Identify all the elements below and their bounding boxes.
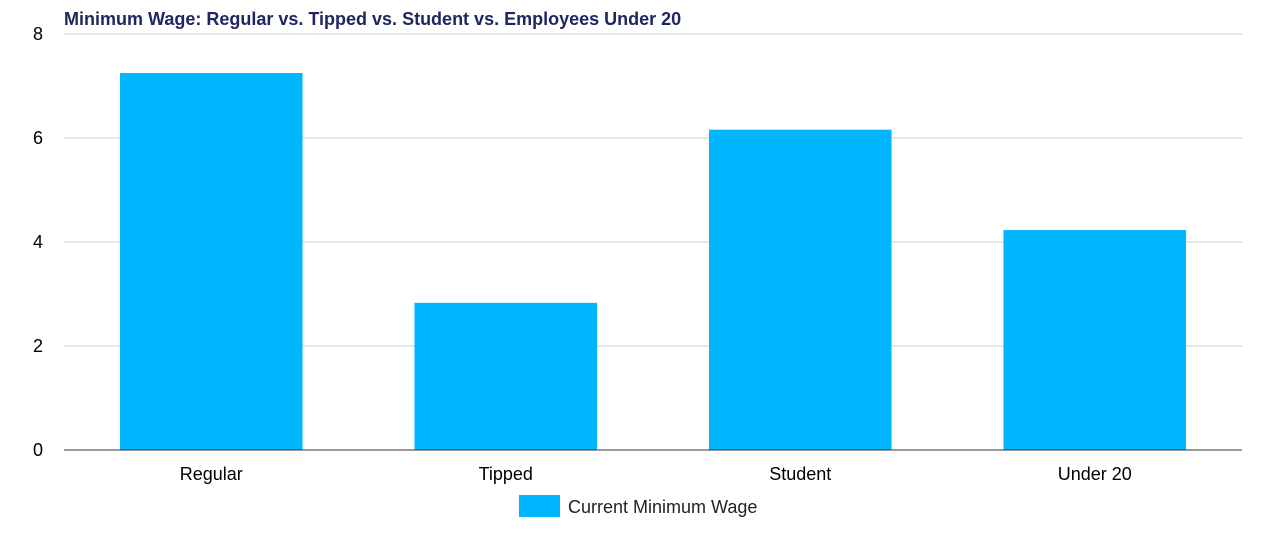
bar-under-20	[1003, 230, 1187, 450]
x-tick-label-tipped: Tipped	[479, 464, 533, 484]
bar-regular	[119, 73, 303, 450]
legend-label-current-minimum-wage: Current Minimum Wage	[568, 497, 757, 517]
y-tick-label-4: 4	[33, 232, 43, 252]
bar-tipped	[414, 302, 598, 450]
x-tick-label-regular: Regular	[180, 464, 243, 484]
y-tick-label-8: 8	[33, 24, 43, 44]
y-axis-tick-labels: 0 2 4 6 8	[33, 24, 43, 460]
y-tick-label-0: 0	[33, 440, 43, 460]
x-axis-tick-labels: Regular Tipped Student Under 20	[180, 464, 1132, 484]
y-tick-label-6: 6	[33, 128, 43, 148]
chart-title: Minimum Wage: Regular vs. Tipped vs. Stu…	[64, 9, 681, 29]
bar-student	[708, 129, 892, 450]
x-tick-label-student: Student	[769, 464, 831, 484]
x-tick-label-under-20: Under 20	[1058, 464, 1132, 484]
legend: Current Minimum Wage	[519, 495, 757, 517]
legend-swatch	[519, 495, 560, 517]
y-tick-label-2: 2	[33, 336, 43, 356]
bars	[119, 73, 1187, 450]
